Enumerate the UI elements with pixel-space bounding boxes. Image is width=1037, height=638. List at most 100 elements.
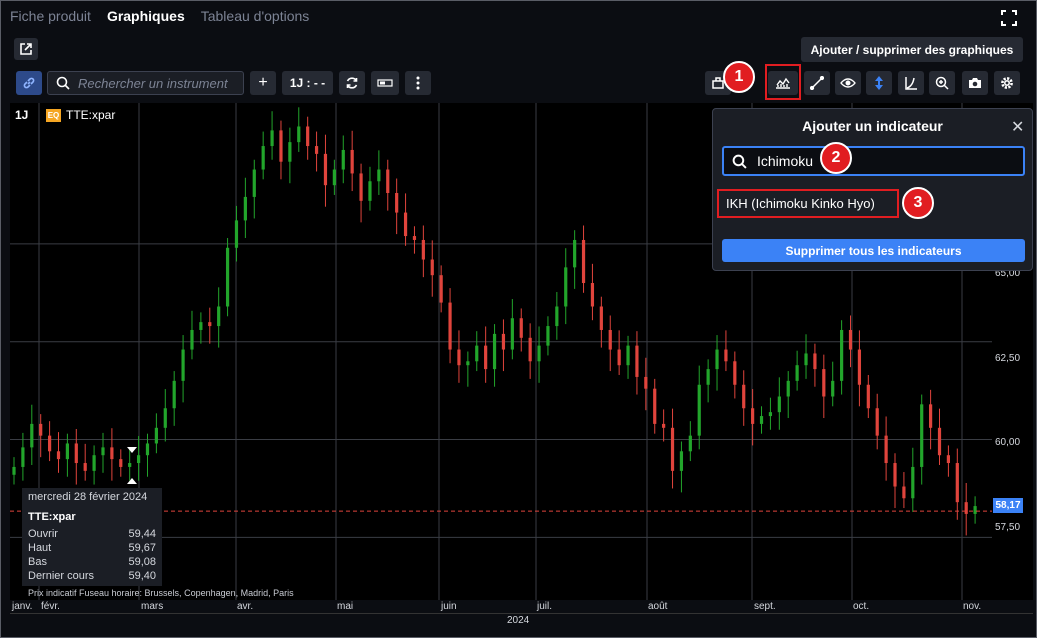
candle-body: [39, 423, 43, 436]
add-instrument-button[interactable]: +: [250, 71, 276, 95]
candle-body: [163, 408, 167, 428]
candle-body: [555, 306, 559, 327]
candle-body: [252, 169, 256, 197]
snapshot-button[interactable]: [962, 71, 988, 95]
candle-body: [875, 408, 879, 436]
candle-body: [688, 435, 692, 452]
month-label: juin: [441, 601, 457, 612]
fullscreen-icon[interactable]: [1000, 9, 1018, 27]
candle-body: [751, 408, 755, 424]
date-axis: janv. févr. mars avr. mai juin juil. aoû…: [10, 600, 992, 613]
step-badge-3: 3: [902, 187, 934, 219]
external-link-icon: [20, 43, 32, 55]
candle-body: [421, 239, 425, 260]
candle-body: [911, 466, 915, 499]
visibility-button[interactable]: [835, 71, 861, 95]
candle-body: [546, 326, 550, 346]
month-label: sept.: [754, 601, 776, 612]
candle-body: [937, 427, 942, 456]
candle-body: [759, 416, 764, 424]
candle-body: [306, 126, 310, 147]
tab-fiche-produit[interactable]: Fiche produit: [10, 8, 91, 24]
open-external-button[interactable]: [14, 38, 38, 60]
candle-body: [101, 447, 105, 456]
tab-bar: Fiche produit Graphiques Tableau d'optio…: [10, 8, 309, 30]
candle-body: [359, 173, 363, 201]
close-icon[interactable]: ✕: [1011, 119, 1025, 136]
candle-body: [190, 329, 194, 350]
zoom-in-icon: [935, 76, 949, 90]
month-label: avr.: [237, 601, 254, 612]
candle-body: [154, 427, 158, 444]
trend-line-button[interactable]: [804, 71, 830, 95]
candle-body: [288, 142, 292, 162]
candle-body: [30, 423, 34, 448]
add-remove-charts-button[interactable]: Ajouter / supprimer des graphiques: [801, 37, 1023, 62]
candle-body: [386, 169, 390, 194]
tab-tableau-options[interactable]: Tableau d'options: [200, 8, 310, 24]
candle-body: [590, 283, 595, 307]
candle-body: [670, 427, 675, 471]
link-button[interactable]: [16, 71, 42, 95]
tab-graphiques[interactable]: Graphiques: [106, 8, 185, 24]
candle-body: [777, 396, 781, 413]
period-button[interactable]: 1J : - -: [282, 71, 333, 95]
remove-all-indicators-button[interactable]: Supprimer tous les indicateurs: [722, 239, 1025, 262]
candle-body: [501, 333, 506, 350]
candle-body: [929, 404, 933, 428]
footer-note: Prix indicatif Fuseau horaire: Brussels,…: [28, 588, 294, 598]
candle-body: [172, 380, 176, 409]
candle-body: [973, 506, 977, 514]
search-icon: [56, 76, 70, 90]
candle-body: [439, 275, 443, 303]
ohlc-tooltip: mercredi 28 février 2024 TTE:xpar Ouvrir…: [22, 488, 162, 586]
fibonacci-button[interactable]: [898, 71, 924, 95]
candle-body: [955, 463, 959, 503]
vertical-range-icon: [875, 76, 883, 90]
equity-badge: EQ: [46, 109, 61, 122]
candle-body: [56, 451, 61, 460]
month-label: nov.: [963, 601, 982, 612]
candle-body: [323, 153, 328, 186]
more-options-button[interactable]: [405, 71, 431, 95]
candle-body: [706, 369, 710, 385]
candle-body: [314, 146, 319, 154]
indicator-search[interactable]: [722, 146, 1025, 176]
candle-body: [893, 463, 897, 487]
month-label: août: [648, 601, 668, 612]
candle-body: [537, 345, 541, 362]
magnet-button[interactable]: [866, 71, 892, 95]
price-tick: 62,50: [995, 353, 1021, 364]
candle-body: [599, 306, 603, 330]
year-axis: 2024: [10, 613, 1033, 628]
candle-body: [786, 380, 790, 397]
candle-body: [510, 318, 514, 350]
indicators-button[interactable]: [768, 71, 798, 95]
month-label: mars: [141, 601, 164, 612]
candle-body: [813, 353, 817, 370]
refresh-button[interactable]: [339, 71, 365, 95]
indicator-result-ikh[interactable]: IKH (Ichimoku Kinko Hyo): [717, 189, 899, 218]
tooltip-row-low: Bas 59,08: [28, 556, 156, 568]
candle-body: [866, 384, 870, 409]
more-vertical-icon: [416, 76, 420, 90]
candle-body: [145, 443, 150, 456]
candle-body: [261, 146, 265, 170]
candle-body: [475, 345, 479, 362]
price-tick: 65,00: [995, 268, 1021, 279]
candle-body: [564, 267, 568, 307]
instrument-search-input[interactable]: [76, 74, 240, 92]
instrument-search[interactable]: [47, 71, 244, 95]
timeframe-label: 1J: [15, 108, 29, 122]
zoom-button[interactable]: [929, 71, 955, 95]
step-badge-2: 2: [820, 142, 852, 174]
candle-body: [822, 369, 826, 397]
candle-body: [199, 322, 203, 330]
chart-type-button[interactable]: [371, 71, 399, 95]
settings-button[interactable]: [994, 71, 1020, 95]
candle-body: [270, 130, 274, 147]
candle-body: [395, 193, 399, 213]
candle-body: [804, 353, 808, 366]
indicator-search-input[interactable]: [755, 152, 959, 170]
month-label: oct.: [853, 601, 870, 612]
